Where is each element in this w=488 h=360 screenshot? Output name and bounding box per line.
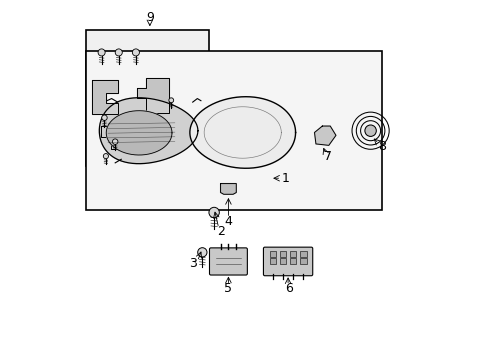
Text: 9: 9 — [145, 11, 153, 24]
Polygon shape — [136, 78, 169, 113]
Circle shape — [168, 98, 173, 103]
Polygon shape — [314, 126, 335, 145]
FancyBboxPatch shape — [85, 51, 381, 210]
Text: 7: 7 — [324, 150, 332, 163]
FancyBboxPatch shape — [289, 251, 296, 257]
FancyBboxPatch shape — [263, 247, 312, 276]
FancyBboxPatch shape — [289, 258, 296, 264]
Circle shape — [102, 115, 107, 121]
Circle shape — [208, 207, 219, 218]
Polygon shape — [101, 126, 148, 149]
Text: 4: 4 — [224, 215, 232, 228]
Text: 5: 5 — [224, 283, 232, 296]
FancyBboxPatch shape — [279, 258, 285, 264]
FancyBboxPatch shape — [269, 258, 275, 264]
Circle shape — [98, 49, 105, 56]
Polygon shape — [220, 184, 236, 194]
Circle shape — [112, 139, 118, 144]
Text: 6: 6 — [285, 283, 292, 296]
Circle shape — [103, 154, 108, 159]
Circle shape — [115, 49, 122, 56]
FancyBboxPatch shape — [279, 251, 285, 257]
Text: 8: 8 — [377, 140, 385, 153]
Polygon shape — [189, 97, 295, 168]
FancyBboxPatch shape — [300, 258, 306, 264]
Circle shape — [197, 248, 206, 257]
FancyBboxPatch shape — [269, 251, 275, 257]
Polygon shape — [91, 80, 118, 114]
Text: 1: 1 — [281, 172, 289, 185]
Text: 3: 3 — [188, 257, 196, 270]
Circle shape — [364, 125, 376, 136]
FancyBboxPatch shape — [85, 30, 208, 166]
Polygon shape — [106, 111, 172, 155]
Polygon shape — [99, 98, 198, 164]
Circle shape — [132, 49, 139, 56]
Text: 2: 2 — [217, 225, 225, 238]
FancyBboxPatch shape — [209, 248, 247, 275]
FancyBboxPatch shape — [300, 251, 306, 257]
